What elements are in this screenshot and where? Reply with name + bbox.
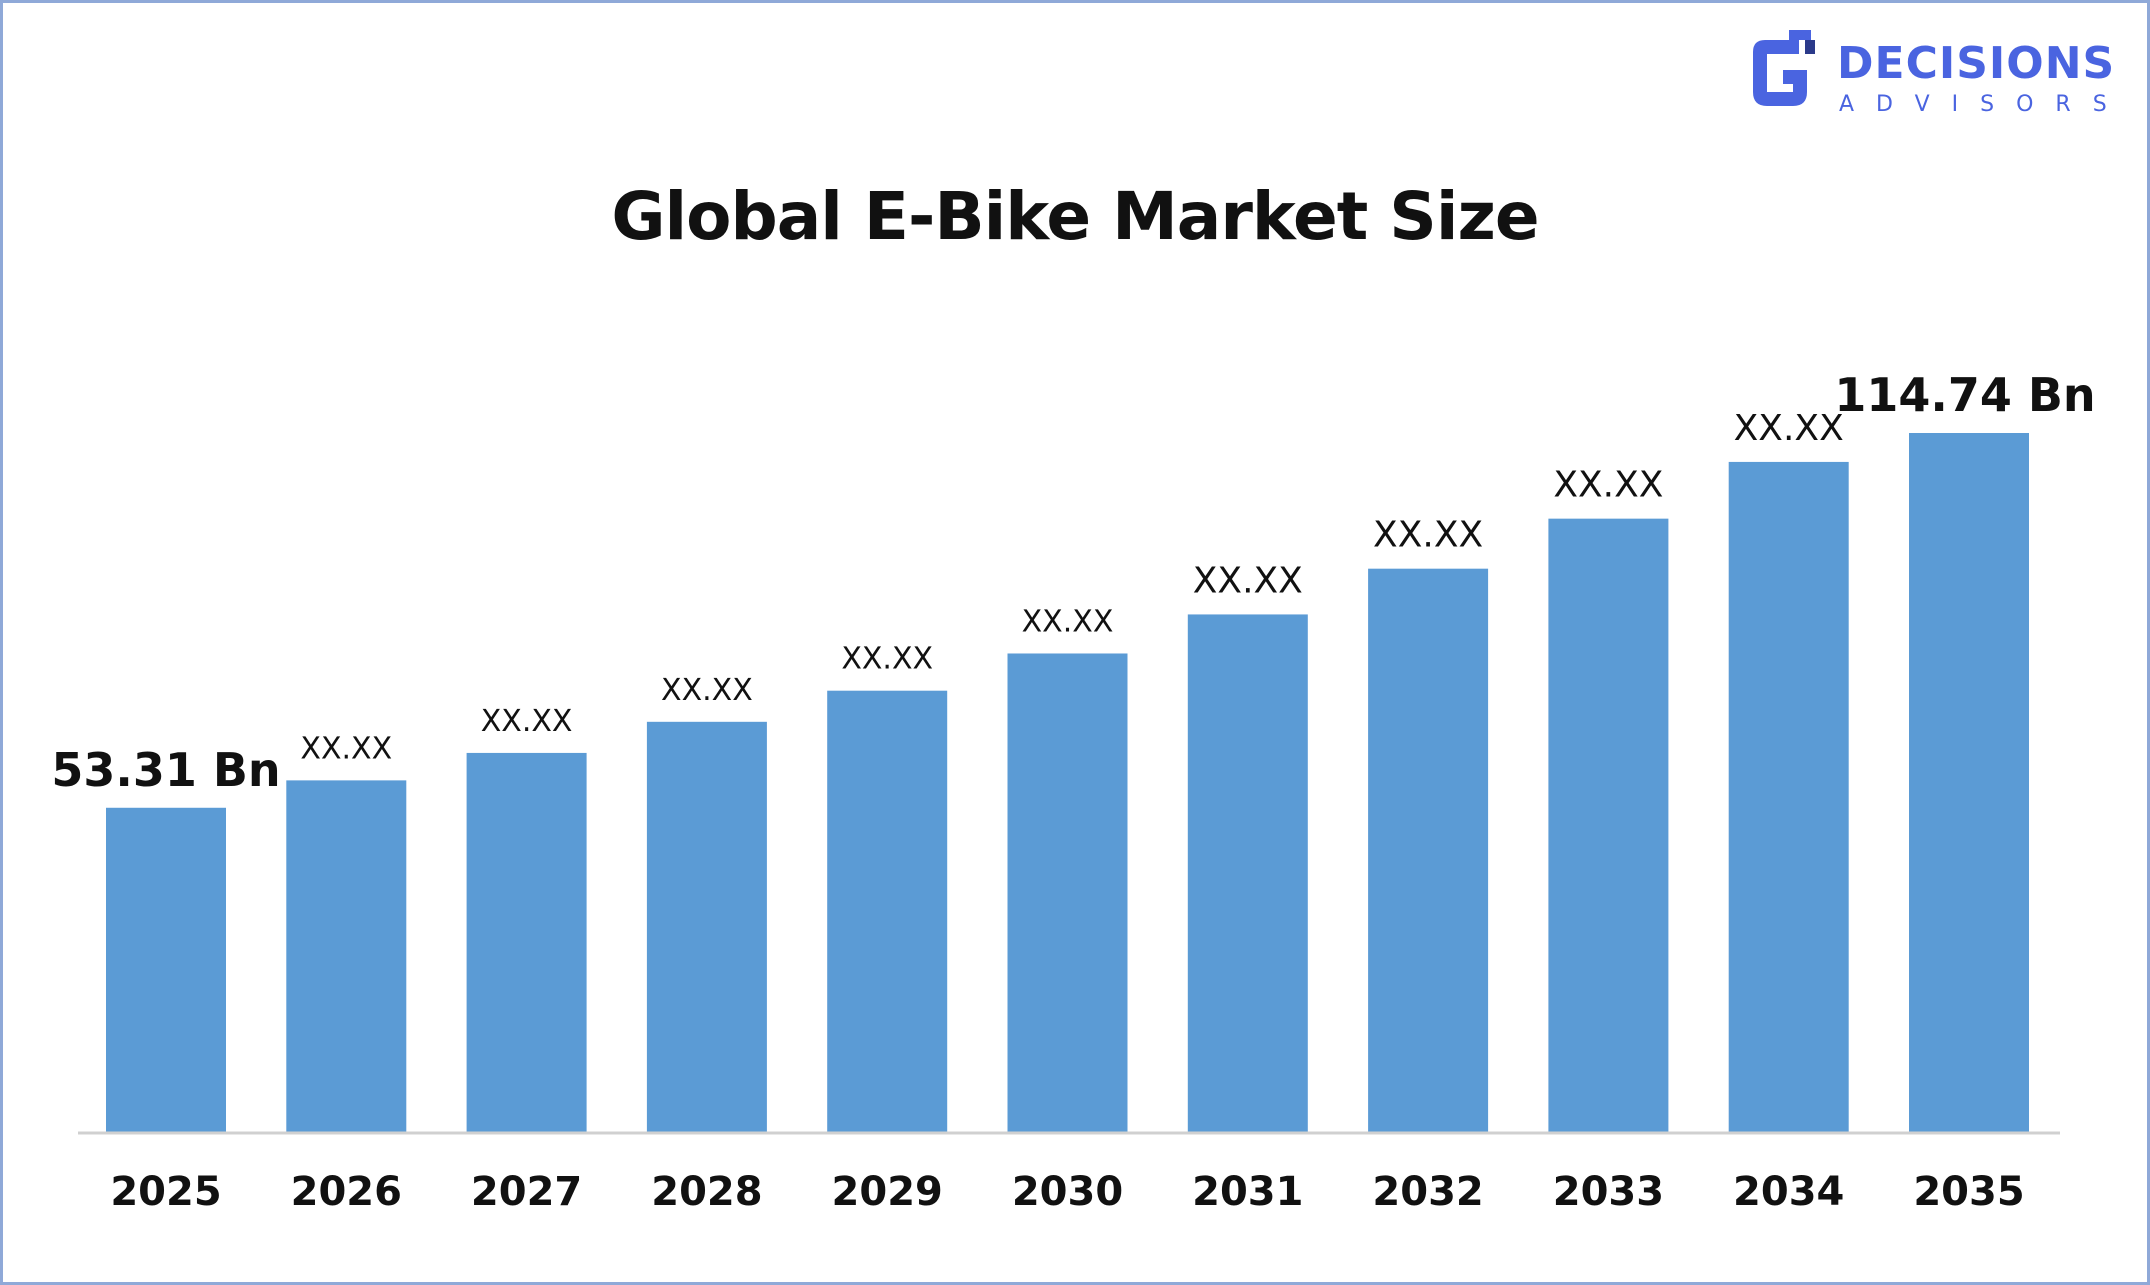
x-tick-2031: 2031 [1192,1169,1303,1215]
x-tick-2035: 2035 [1913,1169,2024,1215]
data-label-2029: XX.XX [841,642,933,677]
bar-2029 [827,690,948,1133]
chart-title: Global E-Bike Market Size [611,178,1539,255]
data-label-2032: XX.XX [1373,515,1483,556]
bar-2031 [1187,614,1308,1133]
bar-2027 [466,752,587,1133]
data-label-2033: XX.XX [1553,465,1663,506]
x-tick-2032: 2032 [1372,1169,1483,1215]
brand-name: DECISIONS [1837,38,2116,89]
data-label-2031: XX.XX [1193,560,1303,601]
data-label-2034: XX.XX [1734,408,1844,449]
bar-2028 [646,721,767,1133]
bar-group [106,433,2029,1133]
bar-2026 [286,780,407,1133]
x-tick-2033: 2033 [1553,1169,1664,1215]
data-label-2030: XX.XX [1022,604,1114,639]
bar-2032 [1368,568,1489,1133]
x-tick-2034: 2034 [1733,1169,1844,1215]
bar-2030 [1007,653,1128,1133]
bar-2025 [106,807,226,1133]
x-tick-2026: 2026 [291,1169,402,1215]
bar-2035 [1909,433,2029,1133]
data-label-2028: XX.XX [661,673,753,708]
x-tick-2027: 2027 [471,1169,582,1215]
x-tick-group: 2025 2026 2027 2028 2029 2030 2031 2032 2033 2034… [110,1169,2024,1215]
bar-2033 [1548,518,1669,1133]
brand-logo-icon [1753,30,1815,106]
x-tick-2029: 2029 [832,1169,943,1215]
data-label-group: 53.31 Bn XX.XX XX.XX XX.XX XX.XX XX.XX XX.XX XX… [51,368,2095,797]
brand-subtitle: ADVISORS [1839,92,2129,117]
x-tick-2028: 2028 [651,1169,762,1215]
data-label-2035: 114.74 Bn [1834,368,2095,422]
data-label-2026: XX.XX [300,731,392,766]
data-label-2027: XX.XX [481,704,573,739]
bar-2034 [1728,461,1849,1133]
x-tick-2025: 2025 [110,1169,221,1215]
brand-logo: DECISIONS ADVISORS [1745,30,2125,120]
x-tick-2030: 2030 [1012,1169,1123,1215]
data-label-2025: 53.31 Bn [51,743,280,797]
